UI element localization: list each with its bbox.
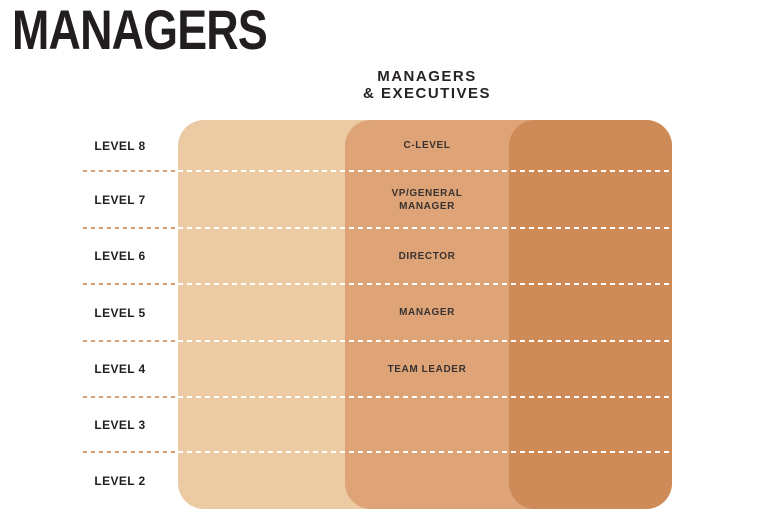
row-separator-outer bbox=[83, 340, 178, 342]
row-separator-outer bbox=[83, 451, 178, 453]
role-label-manager: MANAGER bbox=[399, 307, 455, 318]
row-separator-outer bbox=[83, 283, 178, 285]
level-label-8: LEVEL 8 bbox=[94, 138, 146, 153]
role-label-vp-general-manager: VP/GENERAL MANAGER bbox=[391, 187, 463, 212]
role-label-team-leader: TEAM LEADER bbox=[387, 363, 467, 375]
role-label-director: DIRECTOR bbox=[398, 250, 456, 262]
column-header-managers-executives: MANAGERS & EXECUTIVES bbox=[327, 68, 527, 102]
column-header-line2: & EXECUTIVES bbox=[362, 85, 492, 102]
level-label-3: LEVEL 3 bbox=[94, 417, 146, 432]
row-separator-inner bbox=[178, 170, 672, 172]
row-separator-outer bbox=[83, 396, 178, 398]
level-label-5: LEVEL 5 bbox=[94, 305, 146, 320]
row-separator-outer bbox=[83, 170, 178, 172]
row-separator-inner bbox=[178, 227, 672, 229]
level-label-6: LEVEL 6 bbox=[94, 249, 146, 263]
row-separator-outer bbox=[83, 227, 178, 229]
level-label-4: LEVEL 4 bbox=[94, 362, 146, 376]
row-separator-inner bbox=[178, 451, 672, 453]
role-label-c-level: C-LEVEL bbox=[403, 140, 451, 151]
band-dark bbox=[509, 120, 672, 509]
page-title: MANAGERS bbox=[12, 0, 268, 61]
row-separator-inner bbox=[178, 340, 672, 342]
row-separator-inner bbox=[178, 283, 672, 285]
column-header-line1: MANAGERS bbox=[377, 68, 477, 85]
level-label-2: LEVEL 2 bbox=[94, 473, 146, 488]
row-separator-inner bbox=[178, 396, 672, 398]
level-label-7: LEVEL 7 bbox=[94, 192, 146, 207]
